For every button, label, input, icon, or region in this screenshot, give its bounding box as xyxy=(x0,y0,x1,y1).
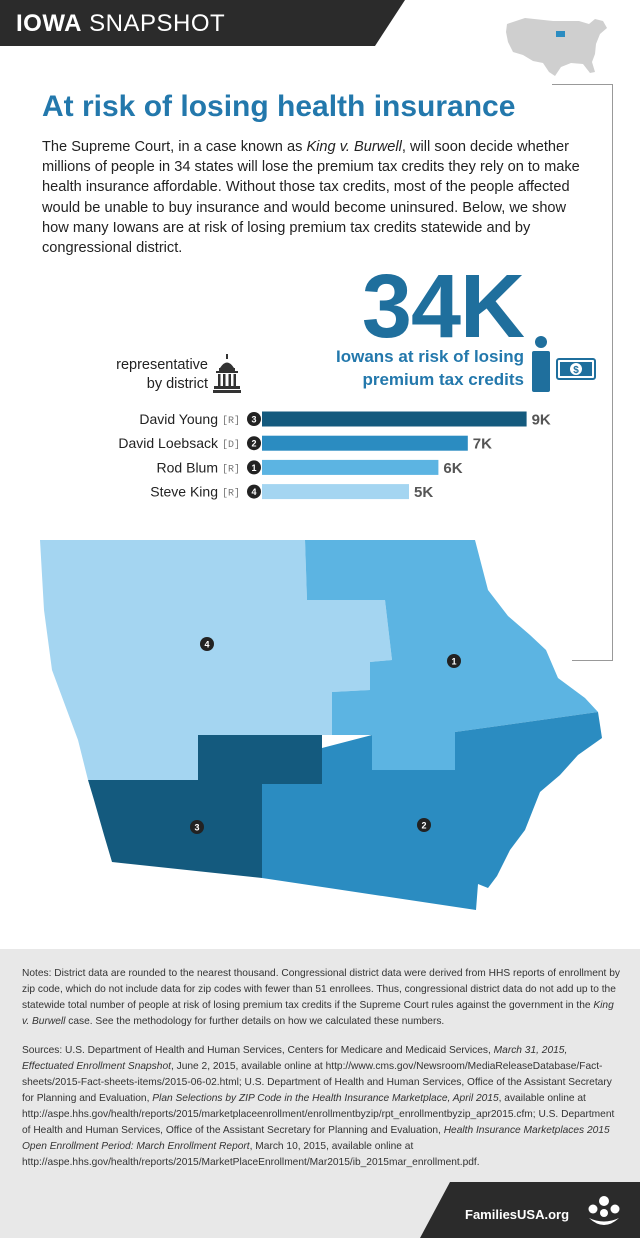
person-icon xyxy=(532,336,550,392)
notes-text: Notes: District data are rounded to the … xyxy=(22,966,620,1030)
district-bar-chart: David Young [R] 3 9K David Loebsack [D] 2 7K Rod… xyxy=(118,411,551,501)
footer-brand-link[interactable]: FamiliesUSA.org xyxy=(465,1207,570,1222)
bar-party-david-loebsack: [D] xyxy=(222,439,240,451)
statewide-caption-line1: Iowans at risk of losing xyxy=(336,347,524,366)
intro-paragraph: The Supreme Court, in a case known as Ki… xyxy=(42,137,587,258)
sources-title-2: Plan Selections by ZIP Code in the Healt… xyxy=(152,1093,499,1104)
statewide-total: 34K xyxy=(361,257,525,357)
bar-label-david-young: David Young xyxy=(139,411,218,427)
sources-text-2: , June 2, 2015, available online at http… xyxy=(22,1061,612,1104)
district-2-region xyxy=(262,712,602,910)
representative-label: representative by district xyxy=(70,356,208,394)
statewide-caption: Iowans at risk of losing premium tax cred… xyxy=(264,345,524,391)
sources-text-4: , March 10, 2015, available online at ht… xyxy=(22,1141,480,1168)
bar-steve-king xyxy=(262,484,409,500)
notes-text-1: Notes: District data are rounded to the … xyxy=(22,968,620,1011)
district-badge-label-1: 1 xyxy=(251,463,256,473)
district-badge-2 xyxy=(247,436,261,451)
representative-label-line2: by district xyxy=(146,376,208,392)
frame-line-right xyxy=(612,84,613,660)
bar-label-david-loebsack: David Loebsack xyxy=(118,435,219,451)
district-3-region xyxy=(88,735,322,878)
map-marker-1-label: 1 xyxy=(451,657,456,667)
district-badge-label-3: 3 xyxy=(251,415,256,425)
district-badge-1 xyxy=(247,460,261,475)
bar-david-young xyxy=(262,411,527,427)
familiesusa-logo-icon xyxy=(588,1196,620,1225)
district-badge-4 xyxy=(247,484,261,499)
district-badge-3 xyxy=(247,412,261,426)
dollar-bill-icon: $ xyxy=(556,358,596,380)
us-map-icon xyxy=(506,18,607,76)
bar-party-david-young: [R] xyxy=(222,415,240,427)
iowa-district-map: 4 1 3 2 xyxy=(40,540,602,910)
bar-party-steve-king: [R] xyxy=(222,488,240,500)
intro-text-2: , will soon decide whether millions of p… xyxy=(42,139,580,257)
map-marker-1: 1 xyxy=(447,654,461,668)
bar-value-david-loebsack: 7K xyxy=(473,436,492,453)
district-4-region xyxy=(40,540,392,780)
intro-case-name: King v. Burwell xyxy=(306,139,402,155)
sources-text: Sources: U.S. Department of Health and H… xyxy=(22,1043,620,1171)
notes-text-2: case. See the methodology for further de… xyxy=(65,1016,445,1027)
bar-value-rod-blum: 6K xyxy=(443,460,462,477)
district-badge-label-4: 4 xyxy=(251,487,256,497)
sources-title-3: Health Insurance Marketplaces 2015 Open … xyxy=(22,1125,610,1152)
sources-text-3: , available online at http://aspe.hhs.go… xyxy=(22,1093,615,1136)
header-title-state: IOWA xyxy=(16,10,82,37)
frame-line-bottom xyxy=(572,660,613,661)
map-marker-2: 2 xyxy=(417,818,431,832)
bar-rod-blum xyxy=(262,459,439,475)
bar-party-rod-blum: [R] xyxy=(222,463,240,475)
statewide-caption-line2: premium tax credits xyxy=(362,370,524,389)
page-title: At risk of losing health insurance xyxy=(42,90,516,123)
bar-value-steve-king: 5K xyxy=(414,484,433,501)
district-badge-label-2: 2 xyxy=(251,439,256,449)
bar-value-david-young: 9K xyxy=(532,412,551,429)
map-marker-3-label: 3 xyxy=(194,823,199,833)
frame-line-top xyxy=(552,84,612,85)
header-title-rest: SNAPSHOT xyxy=(89,10,226,37)
representative-label-line1: representative xyxy=(116,357,208,373)
map-marker-3: 3 xyxy=(190,820,204,834)
map-marker-4-label: 4 xyxy=(204,640,209,650)
intro-text-1: The Supreme Court, in a case known as xyxy=(42,139,307,155)
bar-david-loebsack xyxy=(262,435,468,451)
svg-text:$: $ xyxy=(573,365,579,376)
capitol-icon xyxy=(213,354,241,393)
bar-label-rod-blum: Rod Blum xyxy=(157,459,218,475)
notes-case-name: King v. Burwell xyxy=(22,1000,614,1027)
header-band xyxy=(0,0,405,46)
sources-title-1: March 31, 2015, Effectuated Enrollment S… xyxy=(22,1045,568,1072)
map-marker-4: 4 xyxy=(200,637,214,651)
sources-text-1: Sources: U.S. Department of Health and H… xyxy=(22,1045,494,1056)
map-marker-2-label: 2 xyxy=(421,821,426,831)
bar-label-steve-king: Steve King xyxy=(150,484,218,500)
header-title: IOWA SNAPSHOT xyxy=(16,10,225,38)
